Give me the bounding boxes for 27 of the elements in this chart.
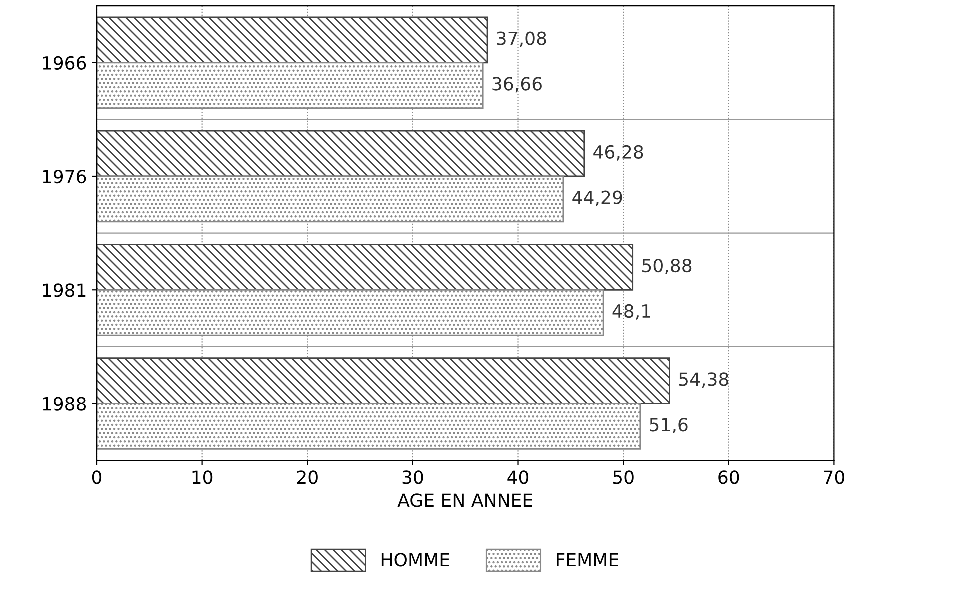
y-tick-label: 1976 <box>43 170 86 184</box>
x-tick-label: 40 <box>508 470 529 484</box>
x-tick-label: 30 <box>402 470 424 484</box>
x-tick-label: 0 <box>92 470 102 484</box>
legend-label: FEMME <box>557 553 618 566</box>
bar <box>97 130 586 178</box>
legend-label: HOMME <box>382 553 450 567</box>
data-label: 46,28 <box>594 145 644 161</box>
y-tick-label: 1966 <box>43 56 86 70</box>
bar <box>97 244 634 291</box>
data-label: 50,88 <box>642 258 692 274</box>
x-tick-label: 50 <box>613 470 634 484</box>
y-tick-label: 1981 <box>43 284 86 298</box>
x-tick-label: 60 <box>718 470 740 484</box>
y-tick-label: 1988 <box>43 397 86 411</box>
x-tick-label: 70 <box>824 470 844 484</box>
data-label: 37,08 <box>497 32 546 48</box>
data-label: 54,38 <box>679 372 728 388</box>
bar <box>97 16 488 64</box>
x-tick-label: 10 <box>192 470 213 484</box>
data-label: 36,66 <box>492 77 542 93</box>
x-axis-title: AGE EN ANNEE <box>398 494 532 508</box>
x-tick-label: 20 <box>297 470 318 484</box>
bar <box>97 358 670 404</box>
data-label: 44,29 <box>572 190 622 206</box>
data-label: 51,6 <box>650 418 688 434</box>
data-label: 48,1 <box>612 304 650 320</box>
